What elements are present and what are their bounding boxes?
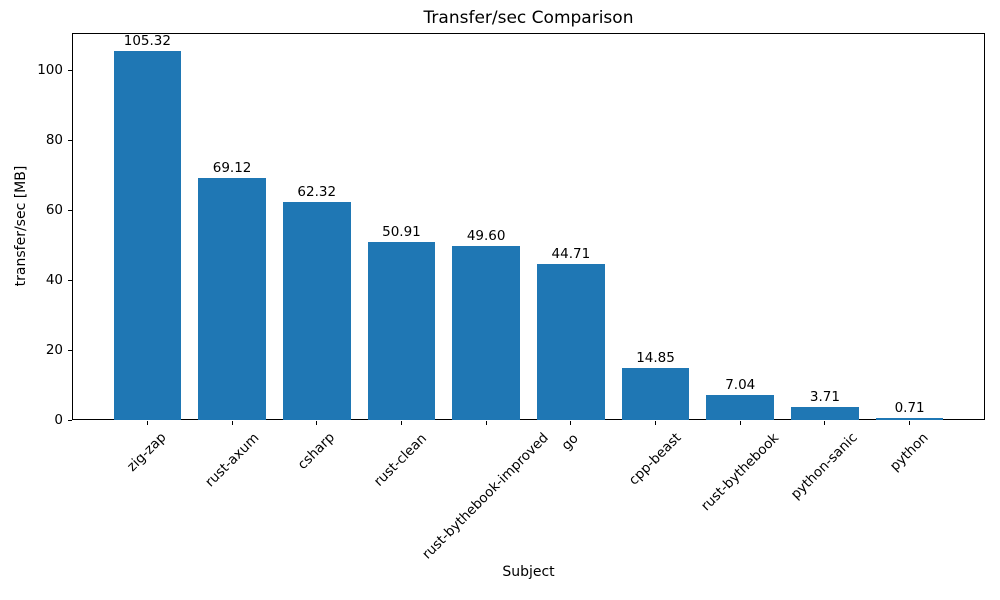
x-tick-label: csharp	[294, 429, 339, 474]
x-tick-label: rust-axum	[201, 429, 263, 491]
x-tick-label: python-sanic	[788, 429, 862, 503]
x-tick	[400, 421, 402, 425]
x-tick-label: go	[558, 430, 583, 454]
y-tick-label: 0	[54, 412, 63, 428]
x-tick-label: rust-bythebook-improved	[419, 430, 552, 563]
x-tick	[909, 421, 911, 425]
x-tick-label: rust-bythebook	[697, 430, 782, 515]
x-tick	[316, 421, 318, 425]
x-tick-label: rust-clean	[371, 430, 431, 490]
x-tick-label: cpp-beast	[625, 430, 685, 489]
x-tick	[739, 421, 741, 425]
x-tick	[824, 421, 826, 425]
x-tick	[231, 421, 233, 425]
plot-area	[72, 33, 985, 420]
y-tick-label: 20	[45, 342, 63, 359]
chart-title: Transfer/sec Comparison	[423, 8, 634, 28]
x-tick	[655, 421, 657, 425]
x-tick-label: zig-zap	[124, 429, 170, 476]
x-tick	[485, 421, 487, 425]
y-tick-label: 60	[45, 202, 63, 219]
x-tick	[570, 421, 572, 425]
y-tick-label: 80	[45, 132, 63, 149]
x-axis-label: Subject	[502, 564, 555, 580]
y-tick-label: 100	[37, 62, 63, 79]
x-tick	[146, 421, 148, 425]
y-tick-label: 40	[45, 272, 63, 289]
x-tick-label: python	[887, 429, 932, 475]
